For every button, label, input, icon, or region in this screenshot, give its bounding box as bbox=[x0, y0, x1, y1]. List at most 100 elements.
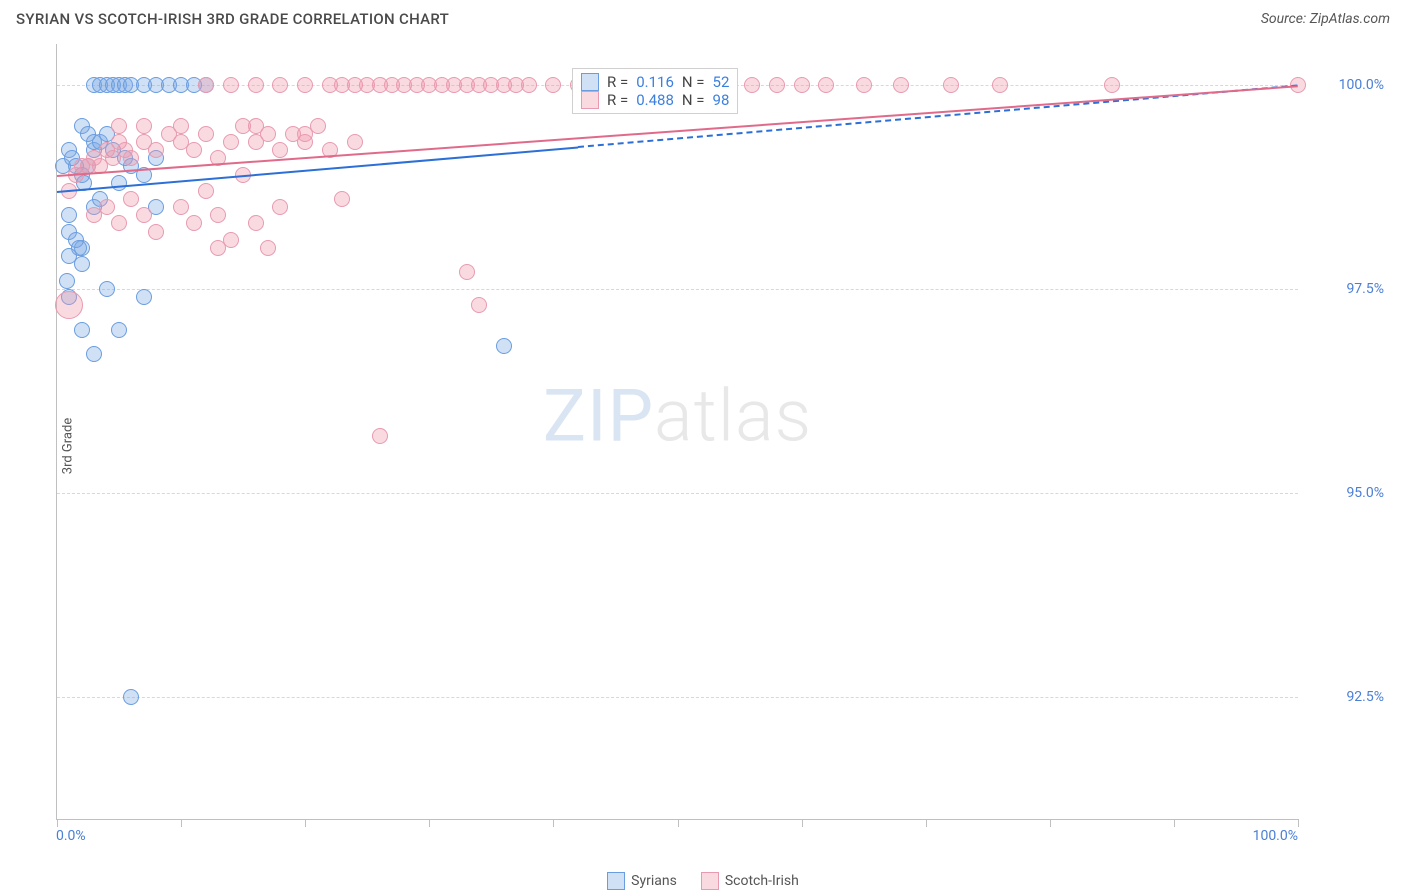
data-point bbox=[111, 215, 127, 231]
x-tick bbox=[1298, 819, 1299, 827]
data-point bbox=[111, 118, 127, 134]
data-point bbox=[248, 215, 264, 231]
data-point bbox=[136, 289, 152, 305]
data-point bbox=[223, 134, 239, 150]
data-point bbox=[744, 77, 760, 93]
data-point bbox=[148, 142, 164, 158]
legend-label: Scotch-Irish bbox=[725, 873, 799, 889]
legend-swatch bbox=[701, 872, 719, 890]
watermark-rest: atlas bbox=[654, 374, 812, 459]
r-label: R = bbox=[607, 73, 628, 91]
n-value: 52 bbox=[713, 73, 730, 91]
stats-box: R = 0.116 N = 52 R = 0.488 N = 98 bbox=[572, 68, 738, 114]
data-point bbox=[173, 199, 189, 215]
chart-area: 3rd Grade ZIPatlas 92.5%95.0%97.5%100.0%… bbox=[40, 44, 1390, 848]
x-tick bbox=[305, 819, 306, 827]
data-point bbox=[459, 264, 475, 280]
x-tick bbox=[553, 819, 554, 827]
data-point bbox=[496, 338, 512, 354]
data-point bbox=[210, 207, 226, 223]
r-value: 0.488 bbox=[636, 91, 674, 109]
data-point bbox=[198, 126, 214, 142]
data-point bbox=[55, 291, 83, 319]
data-point bbox=[123, 150, 139, 166]
data-point bbox=[123, 191, 139, 207]
data-point bbox=[297, 77, 313, 93]
data-point bbox=[210, 240, 226, 256]
data-point bbox=[136, 118, 152, 134]
x-tick bbox=[181, 819, 182, 827]
data-point bbox=[223, 77, 239, 93]
n-label: N = bbox=[682, 91, 705, 109]
data-point bbox=[61, 248, 77, 264]
data-point bbox=[794, 77, 810, 93]
x-tick-label: 100.0% bbox=[1253, 828, 1298, 844]
n-label: N = bbox=[682, 73, 705, 91]
x-tick bbox=[57, 819, 58, 827]
data-point bbox=[198, 183, 214, 199]
n-value: 98 bbox=[713, 91, 730, 109]
data-point bbox=[347, 134, 363, 150]
y-tick-label: 100.0% bbox=[1304, 77, 1384, 93]
watermark-bold: ZIP bbox=[543, 374, 654, 459]
data-point bbox=[818, 77, 834, 93]
data-point bbox=[943, 77, 959, 93]
data-point bbox=[74, 322, 90, 338]
legend-item: Scotch-Irish bbox=[701, 872, 799, 890]
chart-header: SYRIAN VS SCOTCH-IRISH 3RD GRADE CORRELA… bbox=[0, 0, 1406, 34]
data-point bbox=[61, 207, 77, 223]
data-point bbox=[856, 77, 872, 93]
data-point bbox=[99, 281, 115, 297]
data-point bbox=[471, 297, 487, 313]
x-tick bbox=[1174, 819, 1175, 827]
x-tick bbox=[926, 819, 927, 827]
data-point bbox=[173, 118, 189, 134]
data-point bbox=[99, 199, 115, 215]
source-label: Source: ZipAtlas.com bbox=[1261, 11, 1390, 27]
data-point bbox=[123, 689, 139, 705]
x-tick bbox=[802, 819, 803, 827]
x-tick bbox=[678, 819, 679, 827]
x-axis-labels: 0.0% 100.0% bbox=[56, 828, 1298, 852]
y-tick-label: 95.0% bbox=[1304, 485, 1384, 501]
stats-row: R = 0.116 N = 52 bbox=[581, 73, 729, 91]
data-point bbox=[148, 224, 164, 240]
data-point bbox=[1104, 77, 1120, 93]
data-point bbox=[248, 118, 264, 134]
r-value: 0.116 bbox=[636, 73, 674, 91]
data-point bbox=[111, 175, 127, 191]
data-point bbox=[86, 346, 102, 362]
x-tick-label: 0.0% bbox=[56, 828, 86, 844]
y-tick-label: 97.5% bbox=[1304, 281, 1384, 297]
data-point bbox=[545, 77, 561, 93]
data-point bbox=[272, 77, 288, 93]
data-point bbox=[59, 273, 75, 289]
r-label: R = bbox=[607, 91, 628, 109]
legend-swatch bbox=[607, 872, 625, 890]
x-tick bbox=[429, 819, 430, 827]
gridline bbox=[57, 697, 1298, 698]
data-point bbox=[248, 77, 264, 93]
y-tick-label: 92.5% bbox=[1304, 689, 1384, 705]
data-point bbox=[272, 142, 288, 158]
legend-item: Syrians bbox=[607, 872, 677, 890]
data-point bbox=[111, 322, 127, 338]
chart-title: SYRIAN VS SCOTCH-IRISH 3RD GRADE CORRELA… bbox=[16, 10, 449, 28]
data-point bbox=[186, 142, 202, 158]
gridline bbox=[57, 289, 1298, 290]
data-point bbox=[372, 428, 388, 444]
watermark: ZIPatlas bbox=[543, 374, 812, 459]
x-tick bbox=[1050, 819, 1051, 827]
data-point bbox=[334, 191, 350, 207]
data-point bbox=[893, 77, 909, 93]
stats-row: R = 0.488 N = 98 bbox=[581, 91, 729, 109]
data-point bbox=[198, 77, 214, 93]
series-swatch bbox=[581, 91, 599, 109]
data-point bbox=[297, 126, 313, 142]
data-point bbox=[272, 199, 288, 215]
gridline bbox=[57, 493, 1298, 494]
data-point bbox=[521, 77, 537, 93]
data-point bbox=[769, 77, 785, 93]
plot-region: ZIPatlas 92.5%95.0%97.5%100.0%R =0.116N … bbox=[56, 44, 1298, 820]
data-point bbox=[992, 77, 1008, 93]
